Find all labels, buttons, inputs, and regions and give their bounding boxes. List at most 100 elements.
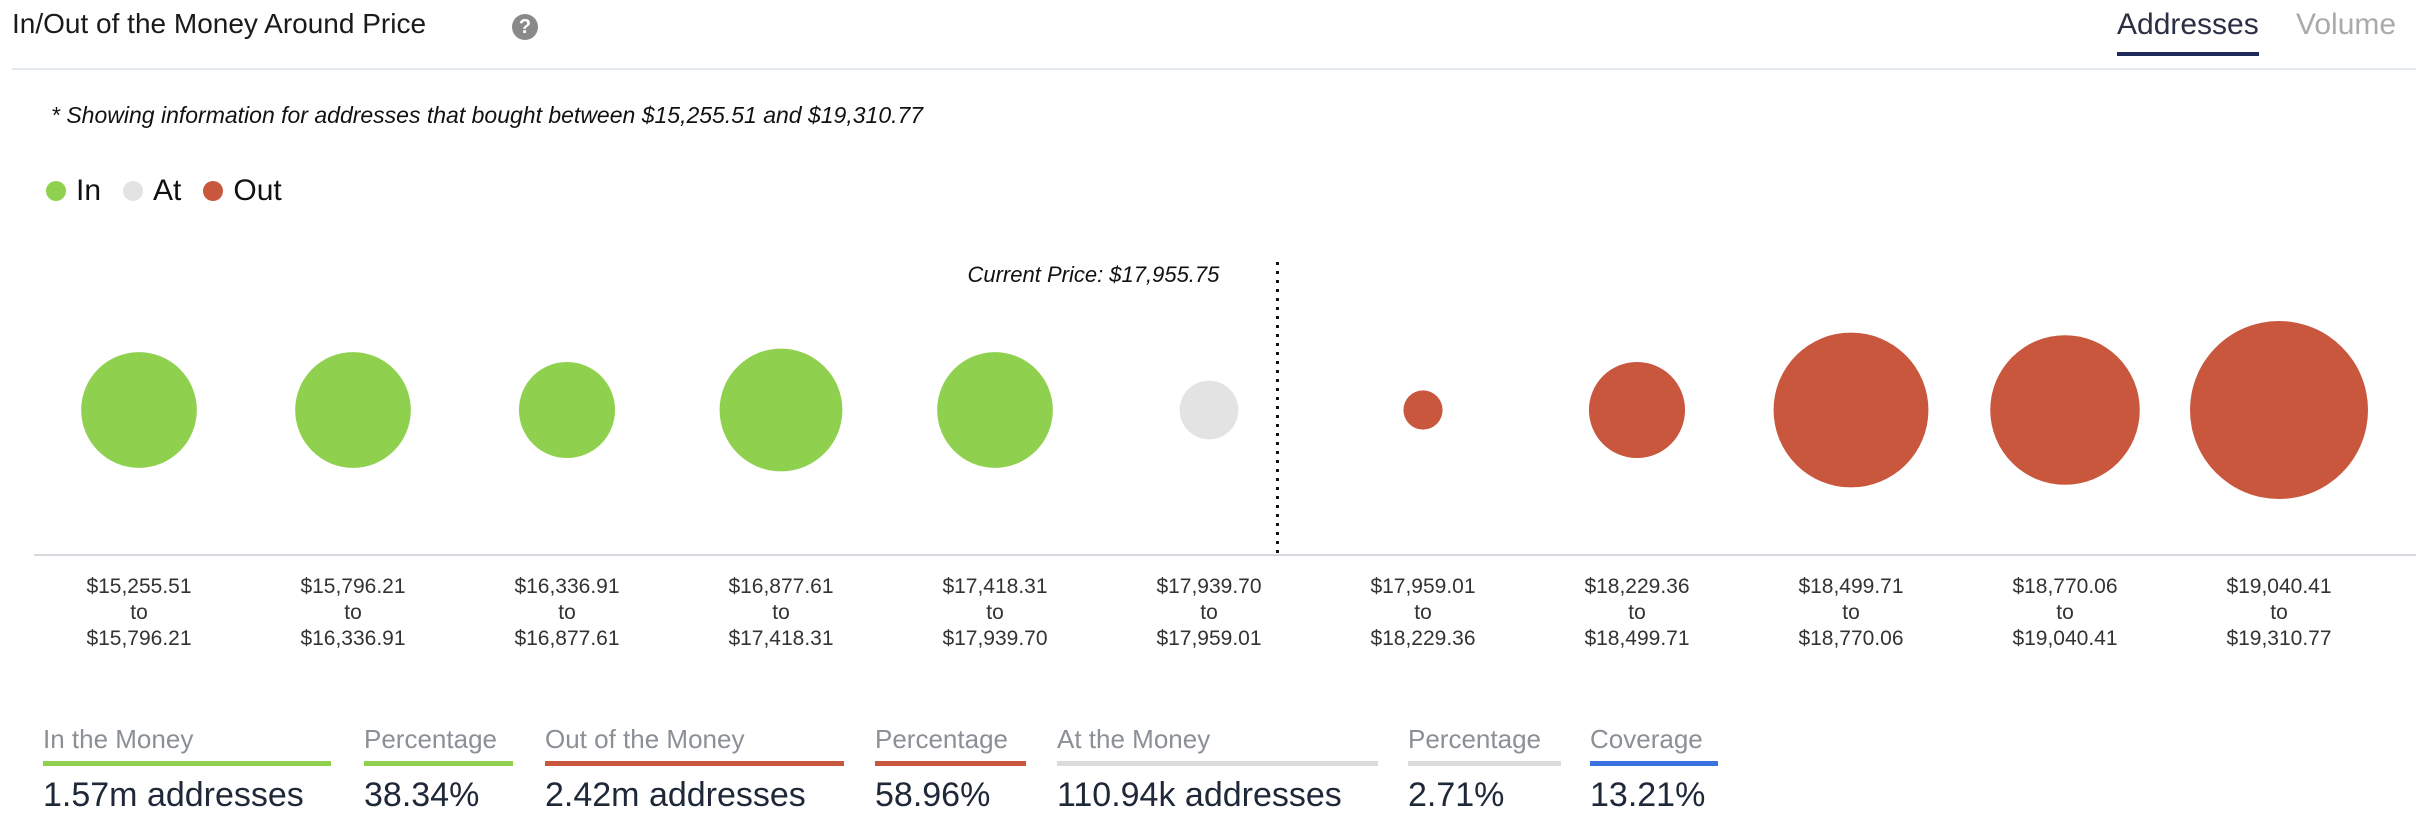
range-to-word: to [130, 601, 148, 624]
range-to-word: to [2056, 601, 2074, 624]
range-from: $16,336.91 [514, 575, 620, 598]
page-title: In/Out of the Money Around Price [12, 8, 427, 39]
range-label: $18,770.06 to $19,040.41 [1965, 574, 2165, 652]
stat-label: Out of the Money [545, 724, 745, 754]
range-label: $18,229.36 to $18,499.71 [1537, 574, 1737, 652]
range-to: $16,336.91 [300, 627, 406, 650]
tab-volume[interactable]: Volume [2296, 8, 2397, 41]
range-from: $18,229.36 [1584, 575, 1690, 598]
range-label: $16,336.91 to $16,877.61 [467, 574, 667, 652]
legend-item-at[interactable]: At [123, 174, 181, 208]
range-to-word: to [558, 601, 576, 624]
summary-stat: Percentage 58.96% [875, 724, 1026, 815]
stat-value: 13.21% [1590, 776, 1706, 814]
range-to: $17,939.70 [942, 627, 1048, 650]
range-from: $18,499.71 [1798, 575, 1904, 598]
stat-label: In the Money [43, 724, 194, 754]
bubble-out[interactable] [1403, 390, 1443, 430]
range-to: $15,796.21 [86, 627, 192, 650]
summary-stat: Percentage 38.34% [364, 724, 513, 815]
stat-value: 2.71% [1408, 776, 1505, 814]
range-label: $15,796.21 to $16,336.91 [253, 574, 453, 652]
bubble-in[interactable] [518, 361, 616, 459]
summary-stat: Coverage 13.21% [1590, 724, 1718, 815]
bubble-at[interactable] [1179, 380, 1239, 440]
range-to: $19,310.77 [2226, 627, 2332, 650]
bubble-chart [34, 262, 2416, 556]
range-from: $17,939.70 [1156, 575, 1262, 598]
range-from: $18,770.06 [2012, 575, 2118, 598]
current-price-label: Current Price: $17,955.75 [967, 262, 1220, 287]
bubble-out[interactable] [1773, 332, 1929, 488]
summary-stat: Out of the Money 2.42m addresses [545, 724, 844, 815]
bubble-in[interactable] [81, 352, 197, 468]
range-to: $18,770.06 [1798, 627, 1904, 650]
range-label: $17,939.70 to $17,959.01 [1109, 574, 1309, 652]
stat-color-bar [875, 761, 1026, 766]
range-label: $15,255.51 to $15,796.21 [39, 574, 239, 652]
stat-color-bar [43, 761, 331, 766]
range-from: $19,040.41 [2226, 575, 2332, 598]
stat-value: 2.42m addresses [545, 776, 806, 814]
range-to-word: to [2270, 601, 2288, 624]
legend-dot-at [123, 181, 144, 201]
range-note: * Showing information for addresses that… [51, 102, 924, 128]
range-to: $19,040.41 [2012, 627, 2118, 650]
legend-label: At [153, 174, 182, 207]
range-to-word: to [344, 601, 362, 624]
stat-value: 110.94k addresses [1057, 776, 1342, 814]
stat-label: Percentage [364, 724, 497, 754]
bubble-out[interactable] [1588, 361, 1686, 459]
range-to-word: to [986, 601, 1004, 624]
range-to: $18,229.36 [1370, 627, 1476, 650]
legend-dot-in [46, 181, 66, 201]
header-divider [12, 68, 2416, 70]
bubble-out[interactable] [2190, 321, 2368, 499]
range-from: $15,255.51 [86, 575, 192, 598]
question-circle-icon[interactable]: ? [512, 14, 538, 40]
range-label: $18,499.71 to $18,770.06 [1751, 574, 1951, 652]
range-from: $15,796.21 [300, 575, 406, 598]
range-label: $17,959.01 to $18,229.36 [1323, 574, 1523, 652]
tab-addresses[interactable]: Addresses [2117, 8, 2259, 56]
summary-stat: Percentage 2.71% [1408, 724, 1561, 815]
range-to: $18,499.71 [1584, 627, 1690, 650]
summary-stat: At the Money 110.94k addresses [1057, 724, 1378, 815]
bubble-out[interactable] [1990, 335, 2140, 485]
bubble-in[interactable] [719, 348, 843, 472]
range-to-word: to [1200, 601, 1218, 624]
range-label: $17,418.31 to $17,939.70 [895, 574, 1095, 652]
range-label: $19,040.41 to $19,310.77 [2179, 574, 2379, 652]
stat-color-bar [1590, 761, 1718, 766]
legend-item-out[interactable]: Out [203, 174, 282, 208]
stat-value: 38.34% [364, 776, 480, 814]
legend-label: In [76, 174, 102, 207]
range-to-word: to [1628, 601, 1646, 624]
legend-label: Out [233, 174, 282, 207]
stat-color-bar [545, 761, 844, 766]
stat-color-bar [1408, 761, 1561, 766]
range-from: $16,877.61 [728, 575, 834, 598]
summary-stat: In the Money 1.57m addresses [43, 724, 331, 815]
range-from: $17,418.31 [942, 575, 1048, 598]
stat-label: Coverage [1590, 724, 1703, 754]
legend-item-in[interactable]: In [46, 174, 101, 208]
range-to-word: to [1842, 601, 1860, 624]
legend-dot-out [203, 181, 224, 201]
bubble-in[interactable] [295, 352, 411, 468]
bubble-in[interactable] [937, 352, 1053, 468]
stat-label: Percentage [875, 724, 1008, 754]
legend: In At Out [46, 174, 282, 208]
range-to: $17,959.01 [1156, 627, 1262, 650]
stat-color-bar [364, 761, 513, 766]
stat-label: Percentage [1408, 724, 1541, 754]
range-to-word: to [1414, 601, 1432, 624]
range-label: $16,877.61 to $17,418.31 [681, 574, 881, 652]
stat-value: 58.96% [875, 776, 991, 814]
range-from: $17,959.01 [1370, 575, 1476, 598]
stat-color-bar [1057, 761, 1378, 766]
stat-label: At the Money [1057, 724, 1211, 754]
range-to: $17,418.31 [728, 627, 834, 650]
stat-value: 1.57m addresses [43, 776, 304, 814]
range-to: $16,877.61 [514, 627, 620, 650]
